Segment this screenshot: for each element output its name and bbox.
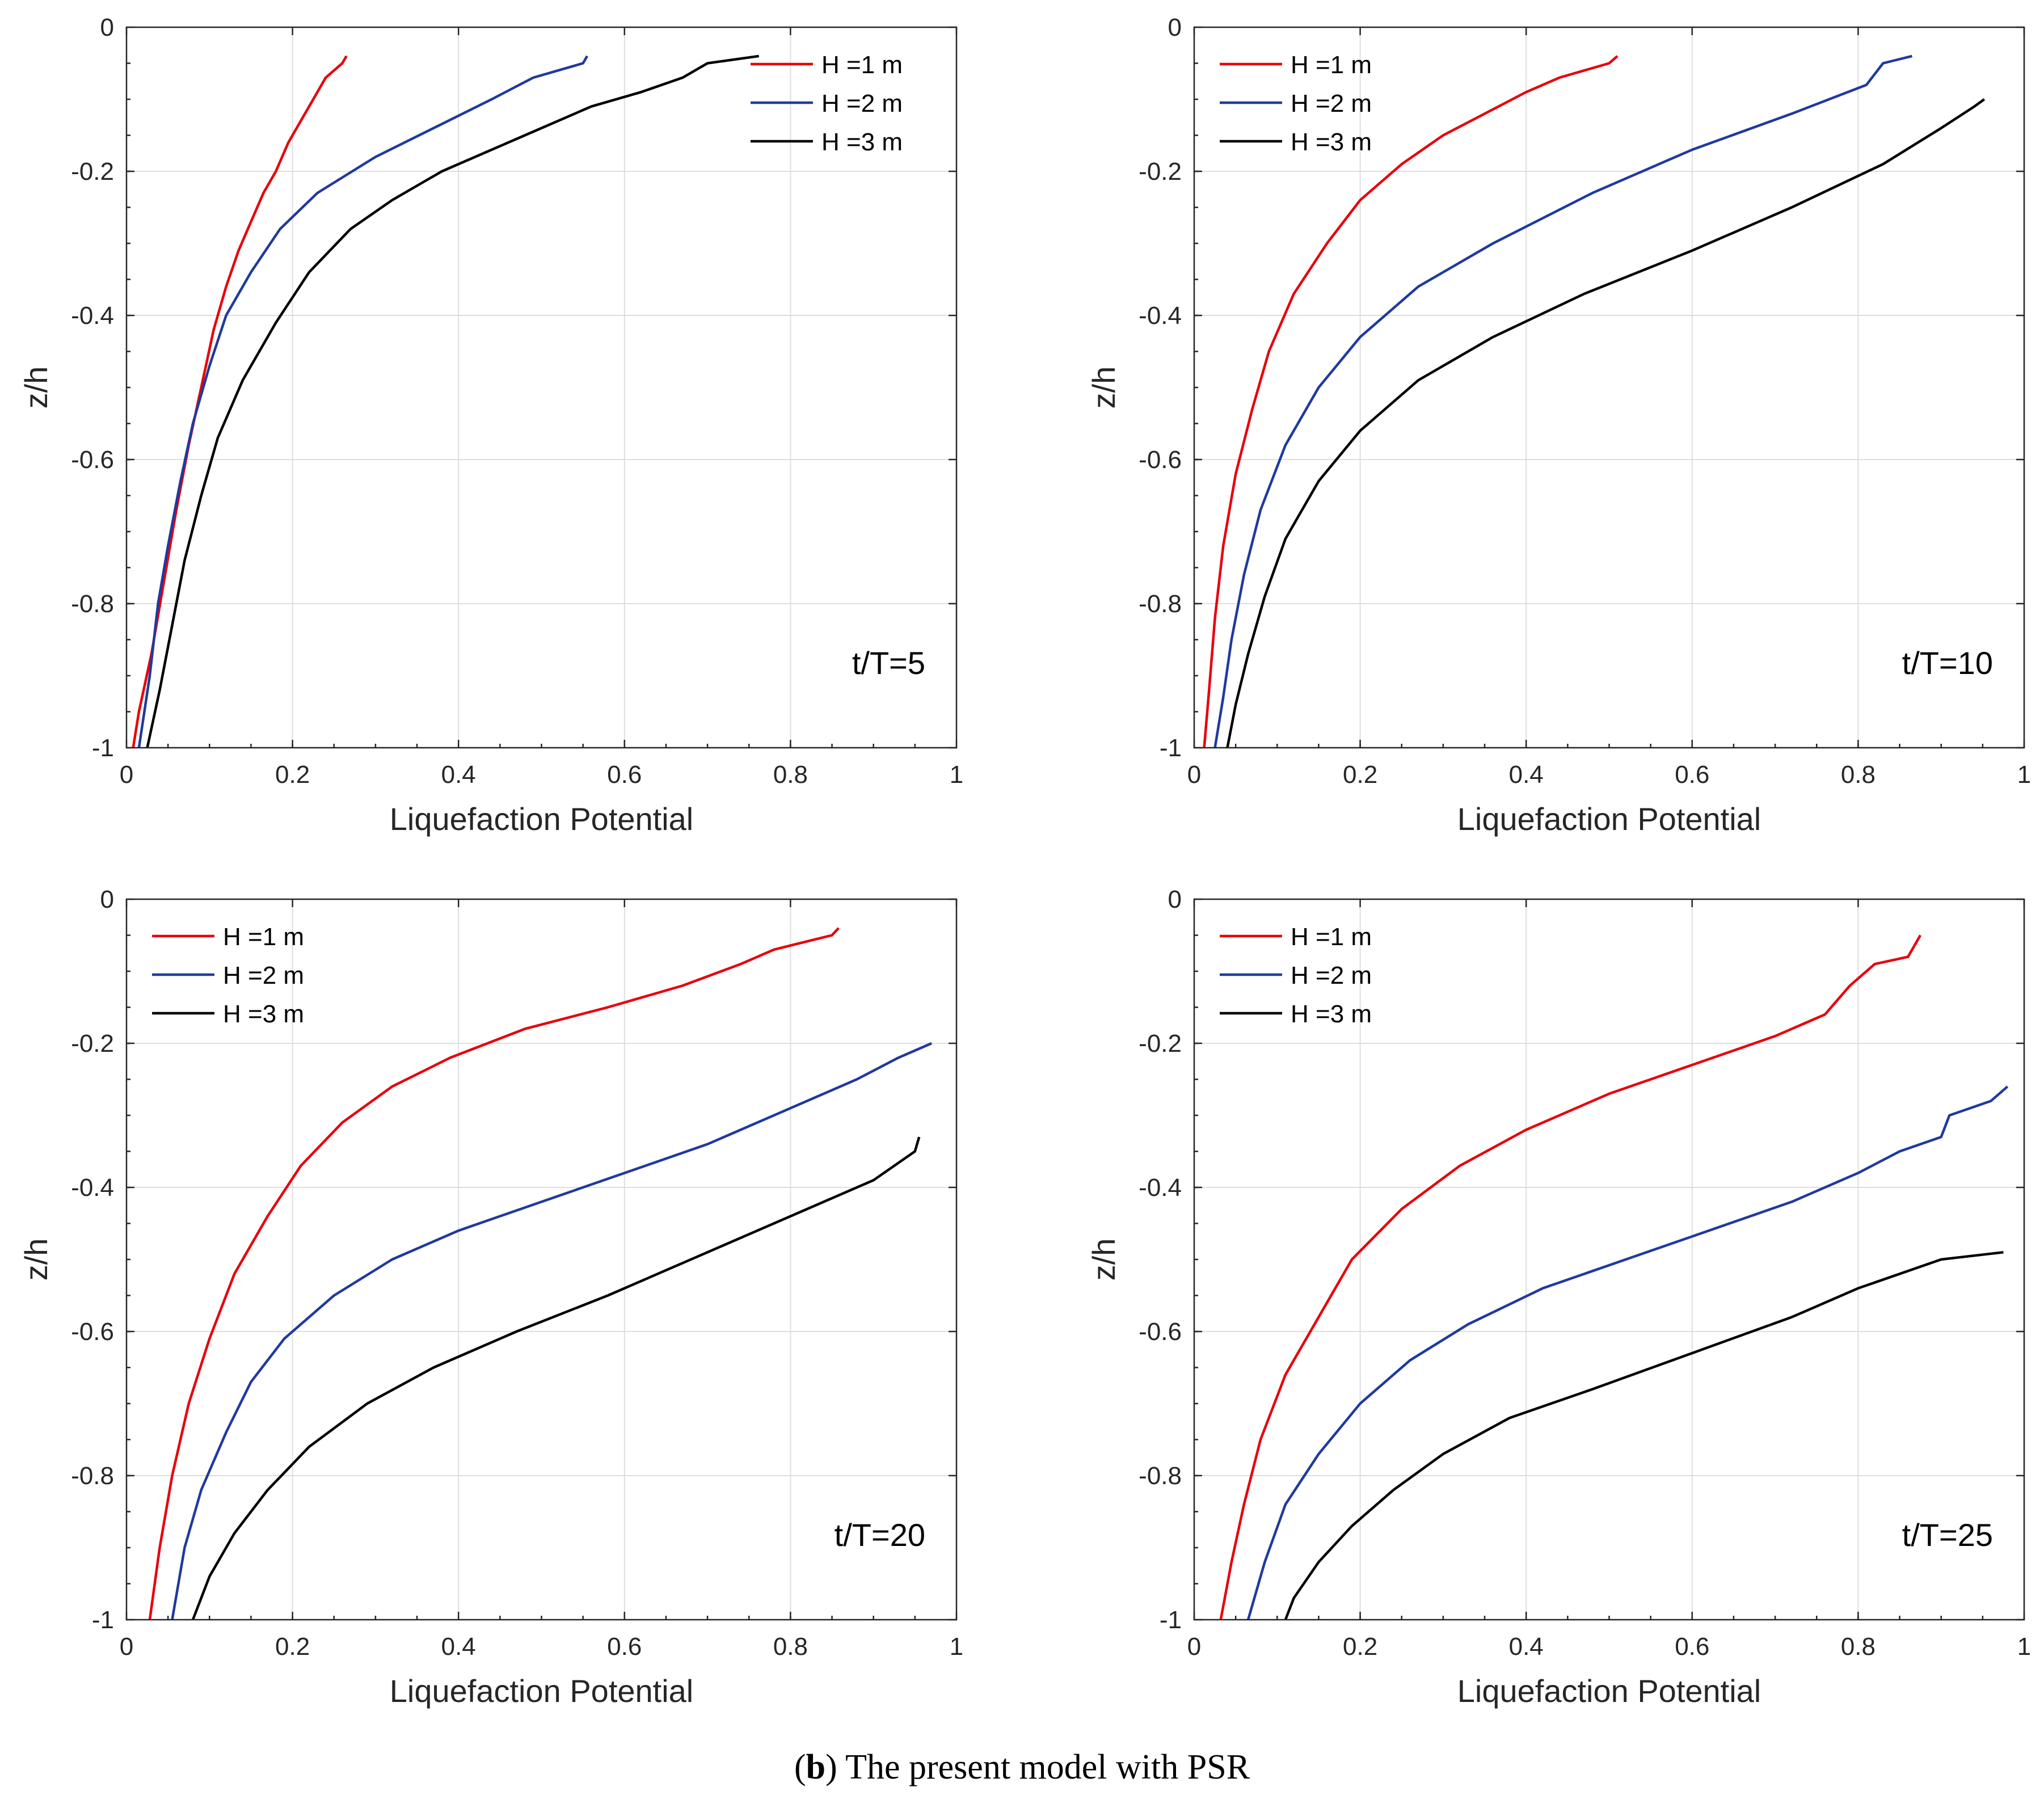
chart-panel-4: 0 0.2 0.4 0.6 0.8 1 0 -0.2 -0.4 -0.6 -0.8 -1 Liquefa…	[1086, 886, 2031, 1709]
series-line-h3m	[1226, 98, 1986, 748]
chart-panel-1: 0 0.2 0.4 0.6 0.8 1 0 -0.2 -0.4 -0.6 -0.8 -1 Liquefa…	[18, 14, 963, 837]
legend-label-h3m: H =3 m	[1291, 128, 1372, 156]
y-axis-label: z/h	[18, 366, 54, 409]
legend-label-h2m: H =2 m	[1291, 90, 1372, 117]
y-tick-label: -0.2	[71, 158, 114, 186]
x-axis-label: Liquefaction Potential	[1457, 1673, 1761, 1709]
y-tick-label: -0.2	[1139, 1030, 1182, 1057]
caption-close-paren: )	[825, 1748, 837, 1786]
chart-panel-3: 0 0.2 0.4 0.6 0.8 1 0 -0.2 -0.4 -0.6 -0.8 -1 Liquefa…	[18, 886, 963, 1709]
y-tick-label: -0.2	[1139, 158, 1182, 186]
y-tick-label: -1	[92, 1606, 114, 1634]
x-tick-label: 0.2	[1343, 761, 1377, 789]
y-tick-label: -0.6	[71, 446, 114, 474]
y-tick-label: -0.4	[1139, 1174, 1182, 1202]
plot-frame	[125, 898, 958, 1621]
y-tick-label: -0.4	[1139, 302, 1182, 330]
legend-label-h2m: H =2 m	[223, 962, 304, 989]
y-tick-label: 0	[100, 886, 114, 913]
x-axis-label: Liquefaction Potential	[1457, 801, 1761, 837]
legend-label-h3m: H =3 m	[1291, 1000, 1372, 1028]
series-line-h1m	[1219, 934, 1922, 1620]
x-tick-label: 0.6	[1675, 1633, 1709, 1661]
y-tick-label: -1	[1160, 1606, 1182, 1634]
x-tick-label: 0.2	[275, 761, 310, 789]
chart-panel-2: 0 0.2 0.4 0.6 0.8 1 0 -0.2 -0.4 -0.6 -0.8 -1 Liquefa…	[1086, 14, 2031, 837]
caption-open-paren: (	[794, 1748, 806, 1786]
y-tick-label: -0.6	[1139, 1318, 1182, 1346]
x-tick-label: 0.6	[607, 761, 642, 789]
time-annotation: t/T=10	[1902, 645, 1993, 681]
y-tick-label: -1	[1160, 734, 1182, 762]
x-tick-label: 0.4	[1509, 1633, 1544, 1661]
x-tick-label: 0	[120, 761, 133, 789]
legend-label-h1m: H =1 m	[821, 51, 903, 79]
caption-label: b	[806, 1748, 826, 1786]
x-tick-label: 0.4	[1509, 761, 1544, 789]
caption-text: The present model with PSR	[837, 1748, 1250, 1786]
x-tick-label: 0.4	[441, 761, 476, 789]
y-tick-label: -0.8	[1139, 590, 1182, 618]
y-tick-label: -0.8	[71, 590, 114, 618]
y-tick-label: 0	[1168, 14, 1182, 41]
y-tick-label: 0	[1168, 886, 1182, 913]
series-line-h2m	[1213, 54, 1913, 748]
legend-label-h2m: H =2 m	[821, 90, 903, 117]
x-tick-label: 0.6	[1675, 761, 1709, 789]
y-axis-label: z/h	[18, 1238, 54, 1281]
plot-frame	[1193, 898, 2025, 1621]
y-tick-label: -0.4	[71, 1174, 114, 1202]
y-tick-label: -0.2	[71, 1030, 114, 1057]
x-tick-label: 0	[1187, 761, 1201, 789]
x-tick-label: 0	[1187, 1633, 1201, 1661]
series-line-h2m	[137, 55, 588, 748]
x-tick-label: 1	[2017, 761, 2031, 789]
y-tick-label: -0.6	[71, 1318, 114, 1346]
x-axis-label: Liquefaction Potential	[390, 801, 694, 837]
x-tick-label: 0.2	[275, 1633, 310, 1661]
series-line-h3m	[1284, 1251, 2004, 1620]
y-tick-label: 0	[100, 14, 114, 41]
time-annotation: t/T=20	[835, 1517, 925, 1553]
series-line-h3m	[146, 54, 760, 748]
legend-label-h3m: H =3 m	[223, 1000, 304, 1028]
x-tick-label: 0.8	[1841, 761, 1876, 789]
y-tick-label: -0.4	[71, 302, 114, 330]
y-axis-label: z/h	[1086, 1238, 1122, 1281]
plot-frame	[125, 26, 958, 749]
y-tick-label: -0.8	[71, 1462, 114, 1490]
x-axis-label: Liquefaction Potential	[390, 1673, 694, 1709]
series-line-h2m	[171, 1042, 932, 1620]
legend-label-h1m: H =1 m	[223, 923, 304, 951]
series-line-h1m	[132, 55, 348, 748]
x-tick-label: 0.8	[1841, 1633, 1876, 1661]
series-line-h1m	[1203, 55, 1619, 748]
time-annotation: t/T=5	[852, 645, 925, 681]
x-tick-label: 0.8	[773, 761, 808, 789]
legend-label-h2m: H =2 m	[1291, 962, 1372, 989]
series-line-h1m	[148, 927, 840, 1620]
series-line-h2m	[1246, 1085, 2009, 1620]
x-tick-label: 0.2	[1343, 1633, 1377, 1661]
y-axis-label: z/h	[1086, 366, 1122, 409]
x-tick-label: 0.6	[607, 1633, 642, 1661]
x-tick-label: 0	[120, 1633, 133, 1661]
series-line-h3m	[191, 1136, 921, 1620]
figure-caption: (b) The present model with PSR	[0, 1747, 2044, 1788]
y-tick-label: -1	[92, 734, 114, 762]
x-tick-label: 1	[2017, 1633, 2031, 1661]
legend-label-h1m: H =1 m	[1291, 923, 1372, 951]
legend-label-h3m: H =3 m	[821, 128, 903, 156]
x-tick-label: 0.4	[441, 1633, 476, 1661]
x-tick-label: 1	[950, 1633, 963, 1661]
legend-label-h1m: H =1 m	[1291, 51, 1372, 79]
y-tick-label: -0.8	[1139, 1462, 1182, 1490]
x-tick-label: 1	[950, 761, 963, 789]
time-annotation: t/T=25	[1902, 1517, 1993, 1553]
x-tick-label: 0.8	[773, 1633, 808, 1661]
y-tick-label: -0.6	[1139, 446, 1182, 474]
plot-frame	[1193, 26, 2025, 749]
